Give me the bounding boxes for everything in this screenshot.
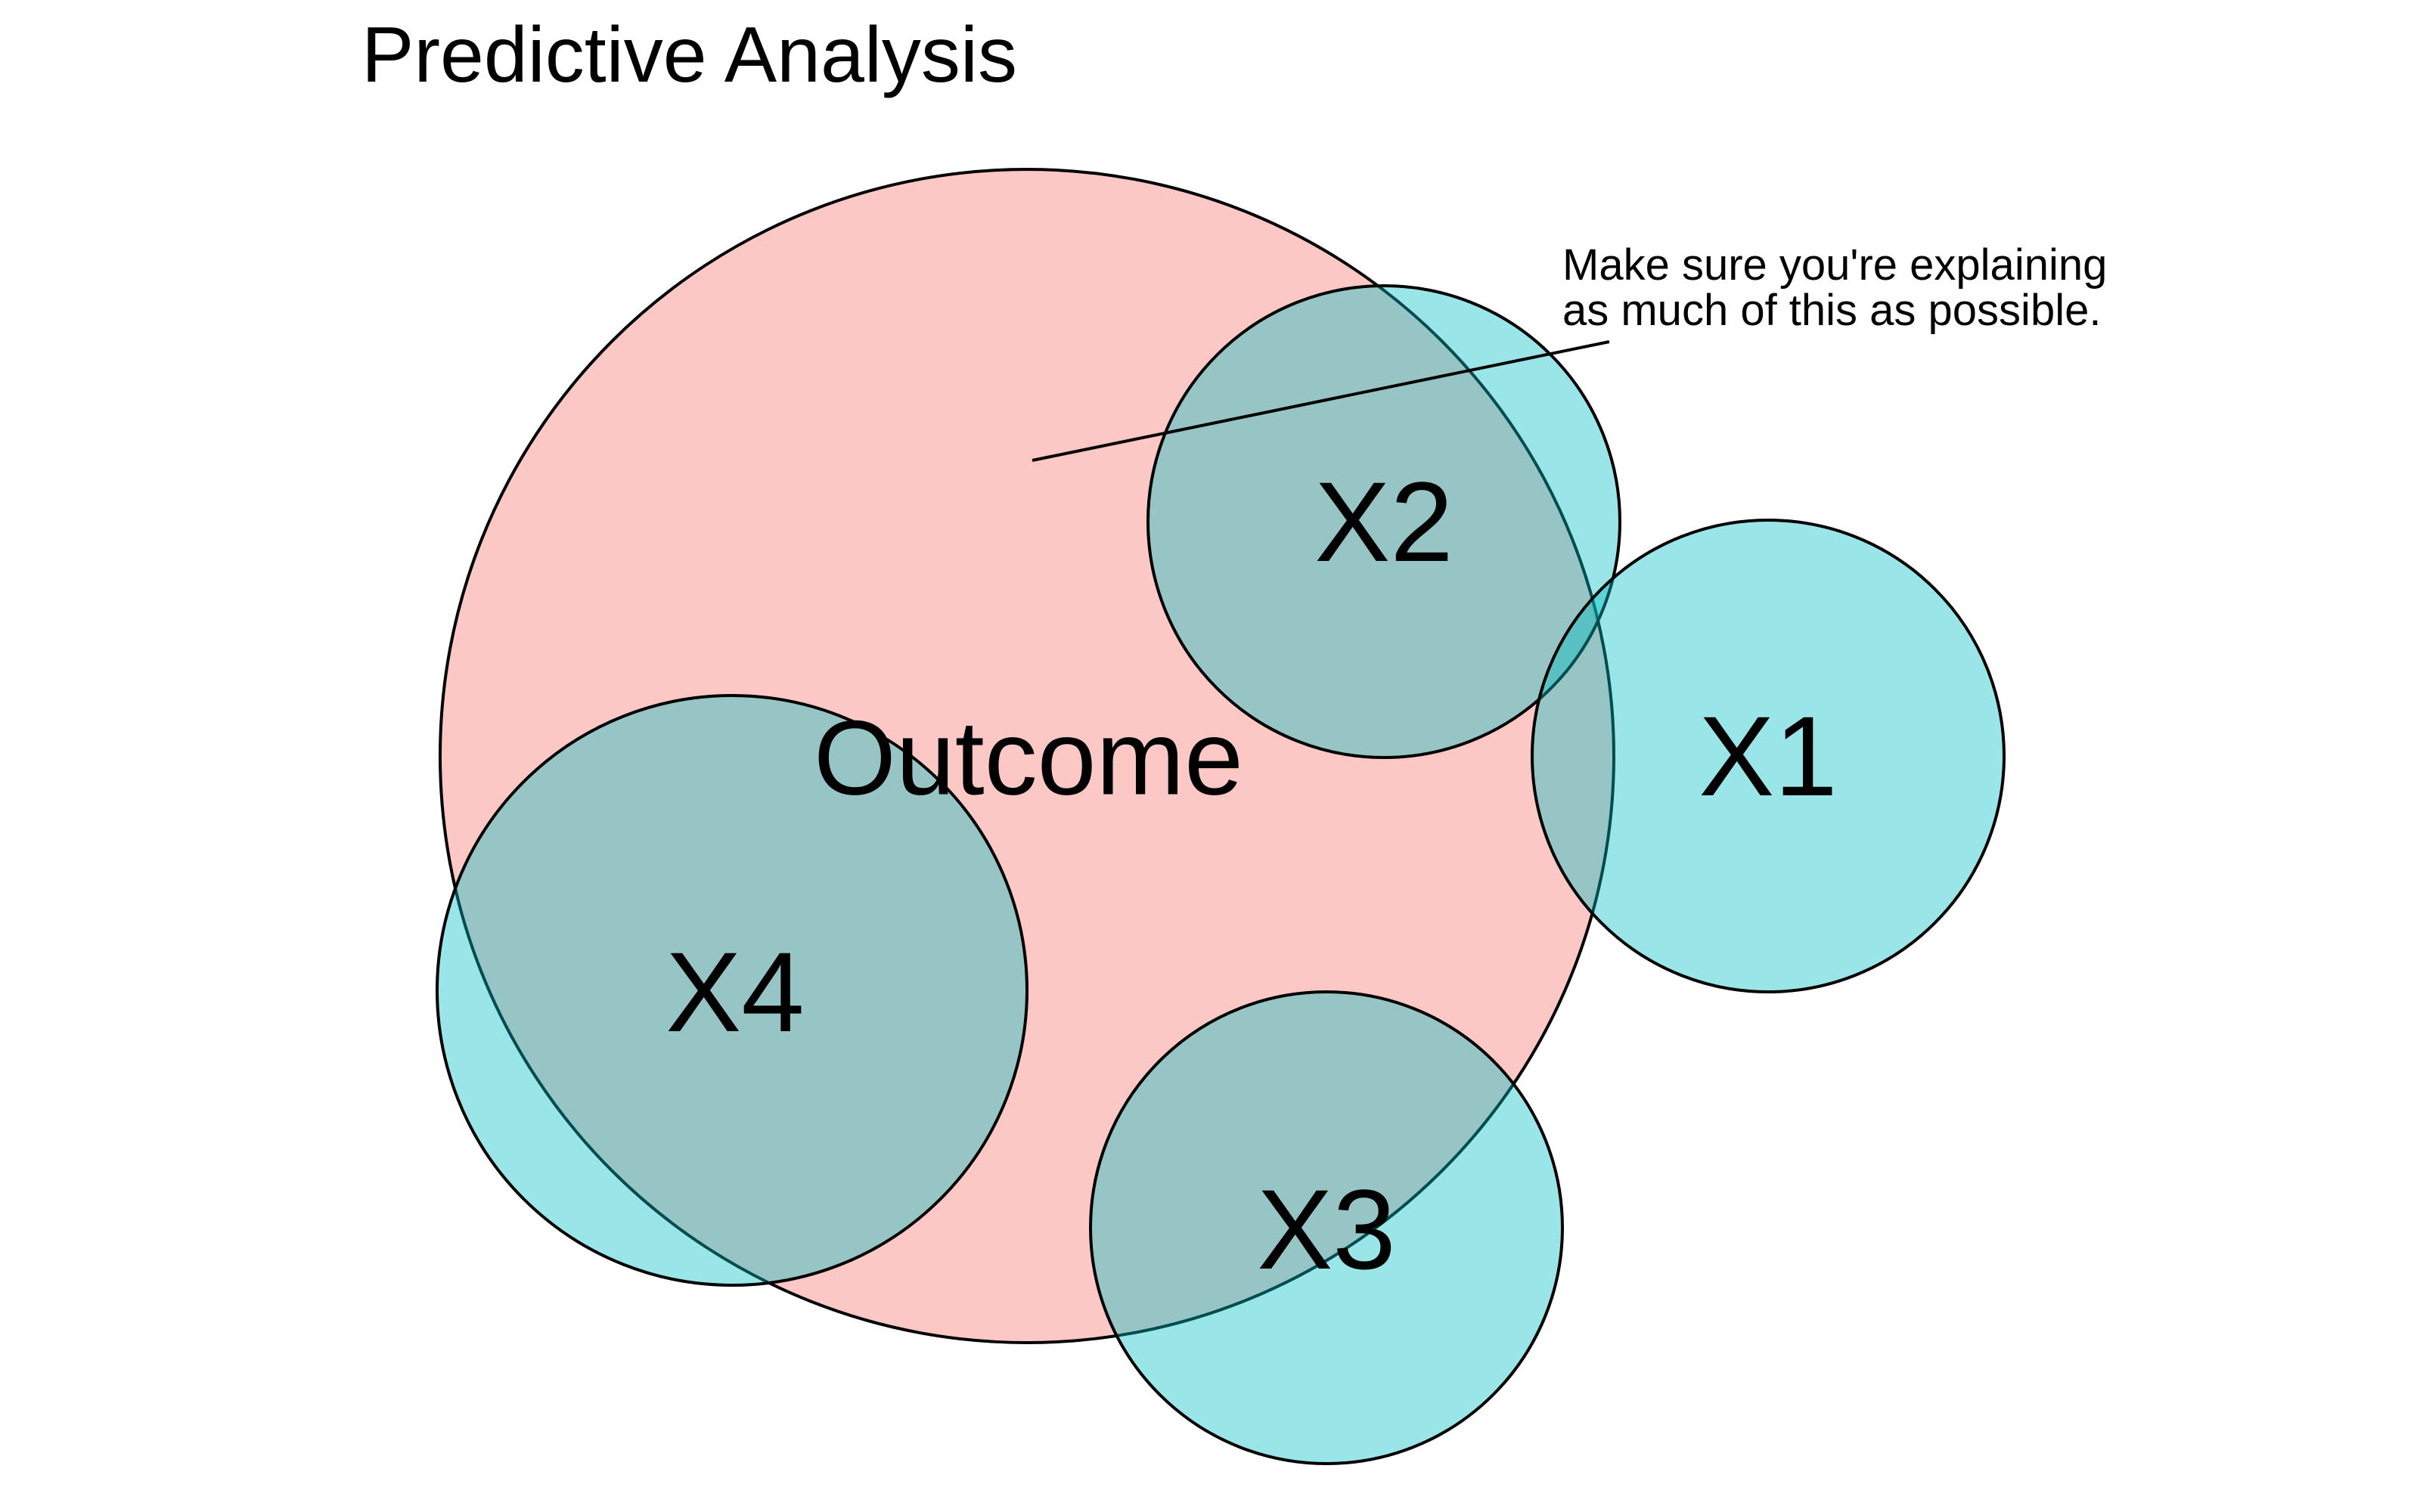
x4-circle <box>436 694 1028 1287</box>
annotation-line-2: as much of this as possible. <box>1562 286 2101 335</box>
x1-circle <box>1531 519 2006 993</box>
x4-label: X4 <box>666 928 804 1055</box>
page-title: Predictive Analysis <box>361 11 1017 99</box>
outcome-circle <box>439 168 1615 1344</box>
annotation-line-1: Make sure you're explaining <box>1562 240 2107 290</box>
x2-circle <box>1146 284 1621 759</box>
annotation-pointer-line <box>1032 340 1610 462</box>
x3-circle <box>1089 990 1564 1465</box>
outcome-label: Outcome <box>814 699 1243 817</box>
x3-label: X3 <box>1257 1166 1395 1293</box>
x1-label: X1 <box>1699 692 1837 820</box>
x2-label: X2 <box>1314 458 1453 585</box>
